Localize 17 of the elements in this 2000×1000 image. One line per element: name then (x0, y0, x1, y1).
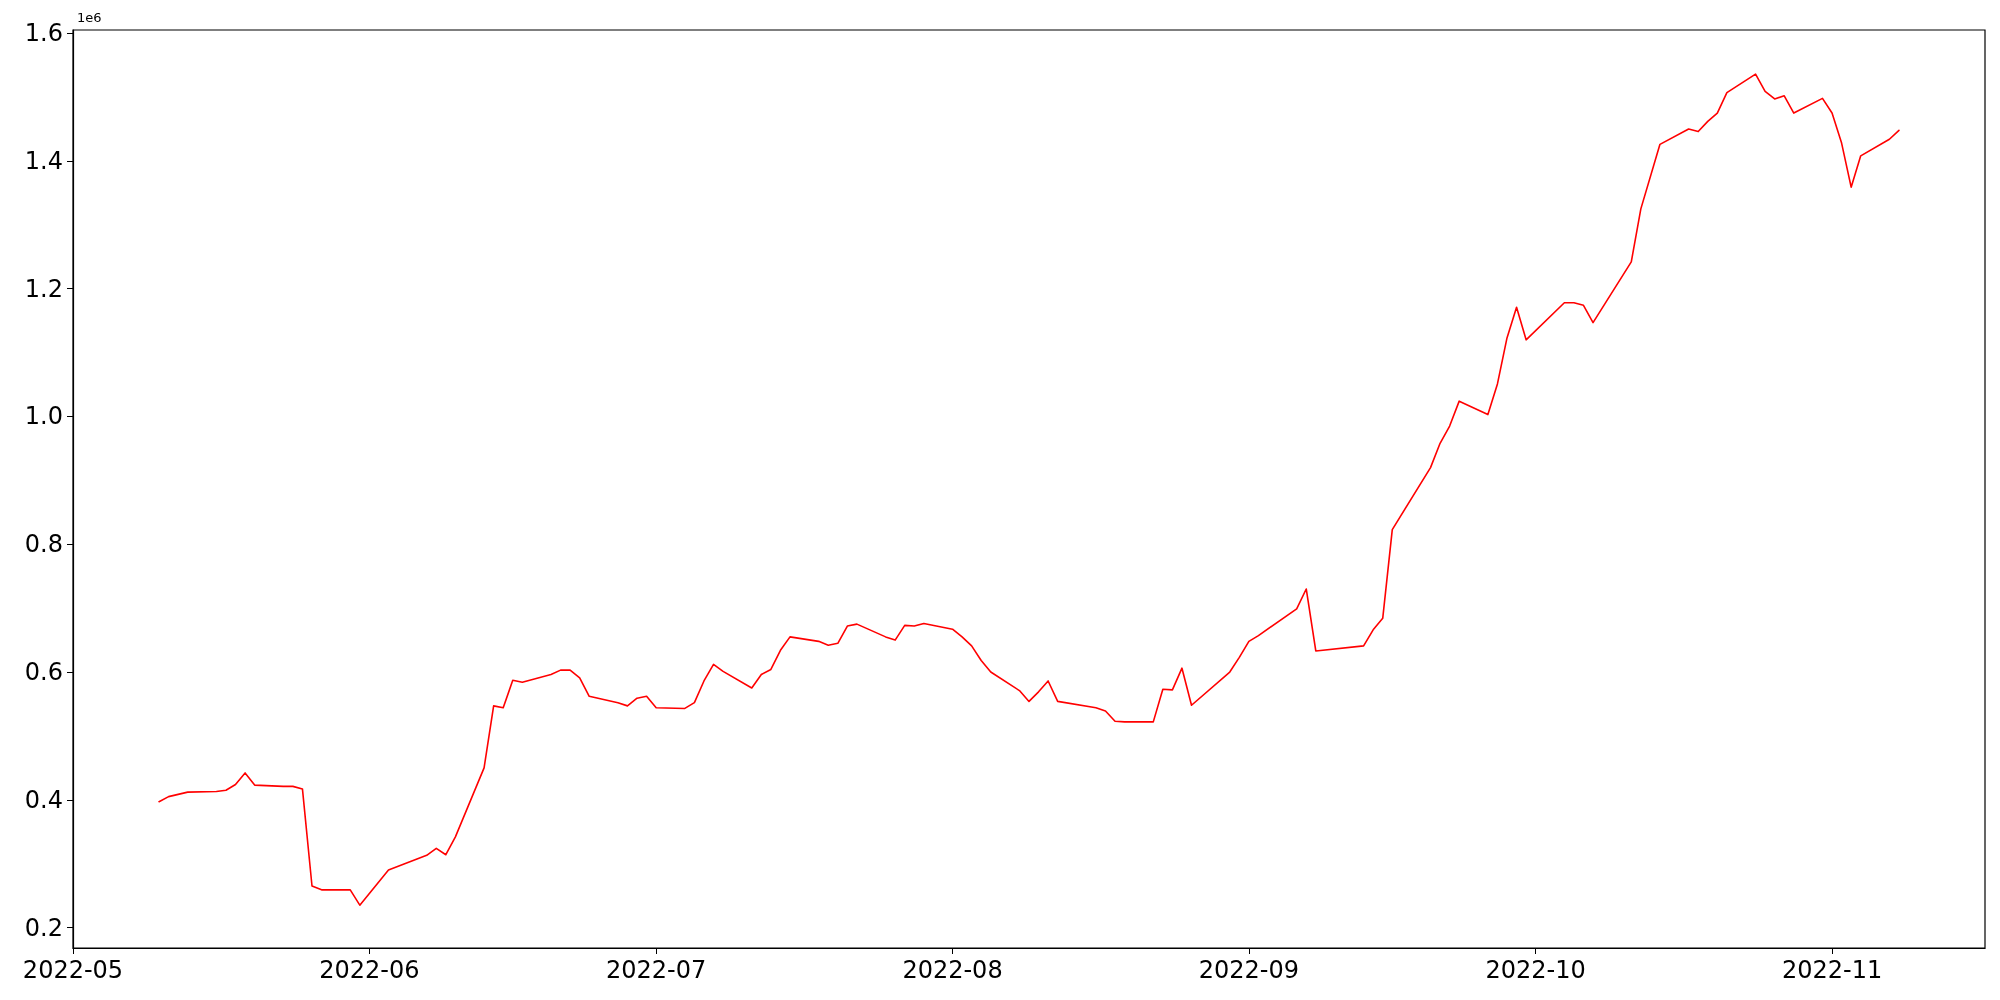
y-tick-label: 0.2 (24, 913, 63, 942)
y-tick-label: 0.6 (24, 658, 63, 687)
text: 1e6 (77, 10, 102, 25)
x-tick-label: 2022-05 (22, 956, 124, 984)
y-tick-label: 1.0 (24, 402, 63, 431)
x-tick-label: 2022-08 (902, 956, 1003, 984)
y-tick-label: 1.4 (24, 146, 63, 175)
y-tick-label: 1.6 (24, 19, 63, 48)
x-tick-label: 2022-11 (1781, 956, 1883, 984)
x-tick-label: 2022-07 (606, 956, 707, 984)
x-tick-label: 2022-10 (1485, 956, 1586, 984)
x-tick-label: 2022-09 (1198, 956, 1300, 984)
y-tick-label: 1.2 (24, 274, 63, 303)
line-series (158, 73, 1900, 906)
y-tick-label: 0.4 (24, 785, 63, 814)
y-tick-label: 0.8 (24, 530, 63, 559)
x-tick-label: 2022-06 (319, 956, 420, 984)
